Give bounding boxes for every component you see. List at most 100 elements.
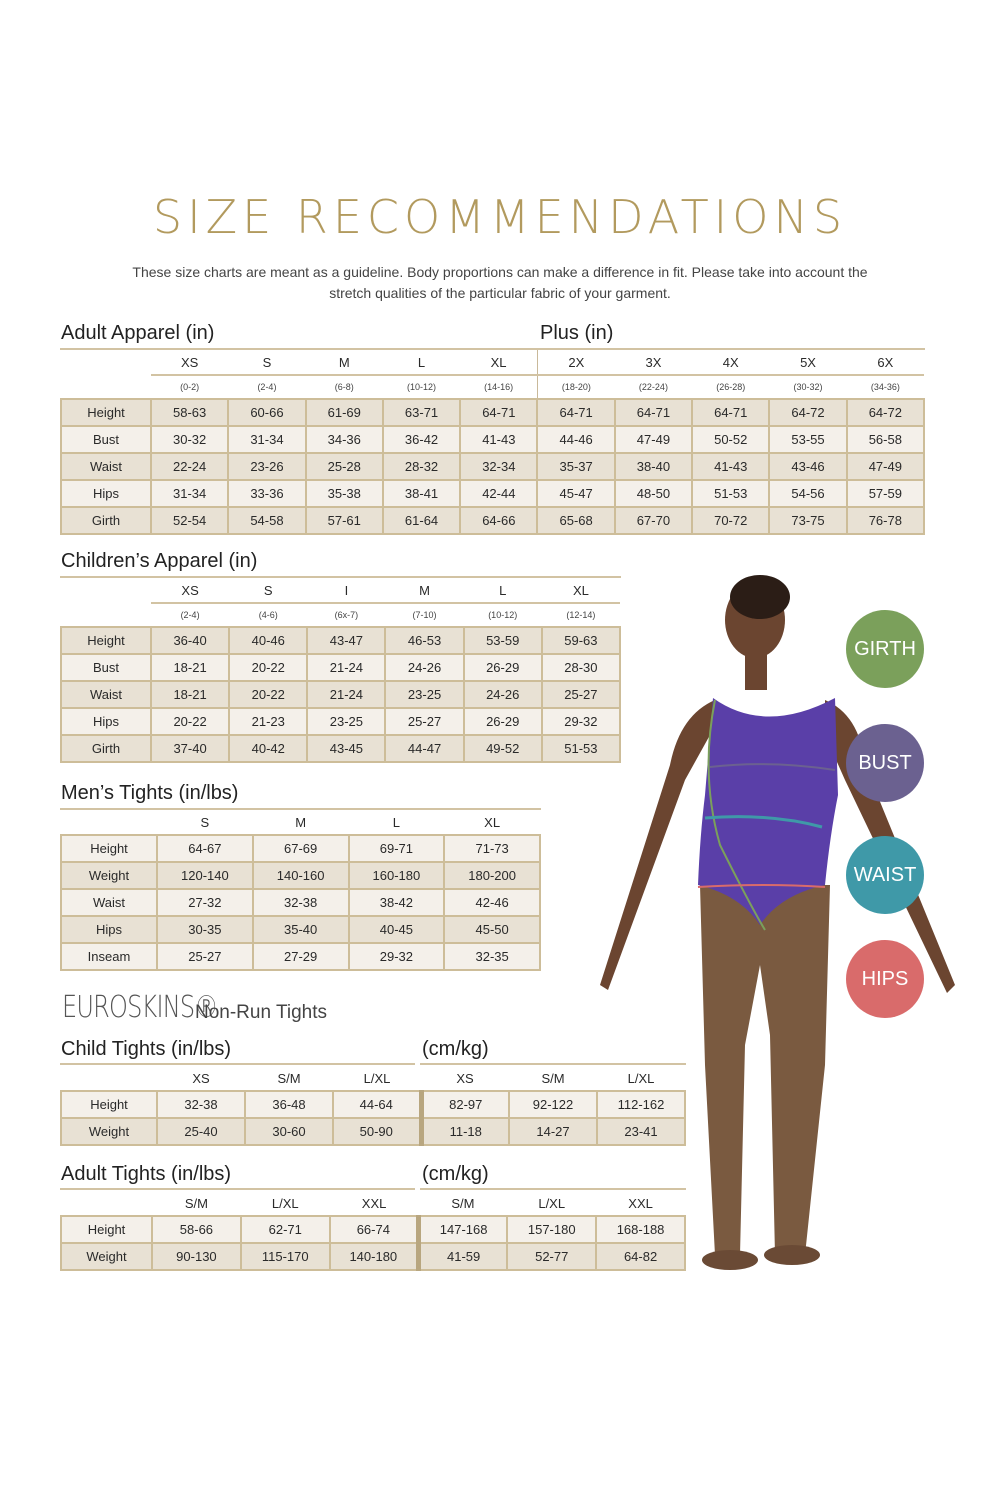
table-cell: 64-66 [459, 506, 539, 535]
column-header: XXL [628, 1195, 653, 1211]
size-range: (12-14) [541, 602, 620, 627]
table-cell: 33-36 [227, 479, 307, 508]
table-cell: 62-71 [239, 1215, 331, 1244]
column-header: S/M [541, 1070, 565, 1086]
table-row: Inseam 25-27 27-29 29-32 32-35 [60, 942, 541, 971]
plus-title: Plus (in) [540, 322, 614, 344]
table-cell: 63-71 [381, 398, 462, 427]
row-label: Inseam [60, 942, 158, 971]
table-cell: 23-26 [227, 452, 307, 481]
column-header: M [295, 814, 307, 830]
adult-size-table: XS S M L XL 2X 3X 4X 5X 6X (0-2) (2-4) (6-8) (10-12)(… [60, 350, 926, 535]
table-cell: 71-73 [443, 834, 541, 863]
divider [420, 1188, 686, 1190]
table-cell: 26-29 [462, 707, 543, 736]
subheader-blank [61, 603, 151, 627]
table-cell: 36-42 [381, 425, 462, 454]
table-row: Weight 90-130 115-170 140-180 41-59 52-77 64-8… [60, 1242, 686, 1271]
size-range: (10-12) [463, 602, 542, 627]
table-cell: 120-140 [156, 861, 254, 890]
table-cell: 20-22 [149, 707, 231, 736]
table-row: Hips 30-35 35-40 40-45 45-50 [60, 915, 541, 944]
page-title: SIZE RECOMMENDATIONS [152, 190, 848, 244]
table-cell: 92-122 [508, 1090, 598, 1119]
table-cell: 29-32 [347, 942, 446, 971]
table-cell: 44-64 [332, 1090, 422, 1119]
divider [60, 1188, 415, 1190]
column-header: 5X [800, 354, 816, 370]
table-cell: 64-71 [536, 398, 616, 427]
table-cell: 23-25 [384, 680, 465, 709]
table-cell: 44-47 [384, 734, 465, 763]
table-cell: 25-27 [156, 942, 254, 971]
adult-tights-title: Adult Tights (in/lbs) [61, 1163, 232, 1185]
table-cell: 64-71 [459, 398, 539, 427]
table-cell: 28-30 [540, 653, 622, 682]
table-cell: 60-66 [227, 398, 307, 427]
column-header: S/M [184, 1195, 208, 1211]
table-cell: 35-38 [304, 479, 384, 508]
size-range: (0-2) [151, 374, 229, 399]
table-cell: 50-90 [332, 1117, 422, 1146]
column-header: XL [572, 582, 589, 598]
table-cell: 30-32 [149, 425, 230, 454]
header-blank [61, 1191, 152, 1216]
table-cell: 21-24 [306, 653, 387, 682]
size-range: (2-4) [228, 374, 306, 399]
mens-tights-table: S M L XL Height 64-67 67-69 69-71 71-73 Weight 120… [60, 810, 541, 971]
table-cell: 14-27 [508, 1117, 598, 1146]
size-range: (10-12) [382, 374, 461, 399]
table-cell: 27-32 [156, 888, 254, 917]
table-row: Weight 25-40 30-60 50-90 11-18 14-27 23-41 [60, 1117, 686, 1146]
table-cell: 66-74 [328, 1215, 420, 1244]
size-range: (6x-7) [307, 602, 386, 627]
table-cell: 90-130 [151, 1242, 242, 1271]
size-range: (7-10) [385, 602, 464, 627]
table-cell: 53-59 [462, 626, 543, 655]
table-cell: 140-180 [328, 1242, 420, 1271]
table-cell: 64-82 [595, 1242, 686, 1271]
table-cell: 47-49 [613, 425, 694, 454]
divider [60, 576, 621, 578]
table-cell: 21-23 [228, 707, 309, 736]
table-cell: 30-60 [244, 1117, 334, 1146]
table-cell: 32-38 [251, 888, 350, 917]
table-cell: 160-180 [347, 861, 446, 890]
size-range: (4-6) [229, 602, 308, 627]
table-cell: 36-40 [149, 626, 231, 655]
column-header: L [392, 814, 400, 830]
header-blank [61, 810, 157, 835]
table-cell: 168-188 [595, 1215, 686, 1244]
table-cell: 112-162 [596, 1090, 686, 1119]
table-cell: 46-53 [384, 626, 465, 655]
row-label: Height [60, 1090, 158, 1119]
table-cell: 22-24 [149, 452, 230, 481]
column-header: S [263, 582, 273, 598]
row-label: Waist [60, 888, 158, 917]
table-cell: 64-72 [845, 398, 926, 427]
header-blank [61, 578, 151, 603]
table-row: Girth 37-40 40-42 43-45 44-47 49-52 51-53 [60, 734, 622, 763]
child-tights-table: XS S/M L/XL XS S/M L/XL Height 32-38 36-48 44-64 8… [60, 1066, 686, 1146]
row-label: Weight [60, 1242, 153, 1271]
table-cell: 31-34 [227, 425, 307, 454]
table-cell: 49-52 [462, 734, 543, 763]
table-row: Height 58-66 62-71 66-74 147-168 157-180 168-1… [60, 1215, 686, 1244]
table-cell: 51-53 [540, 734, 622, 763]
euroskins-logo: EUROSKINS® [62, 990, 218, 1025]
table-cell: 67-70 [613, 506, 694, 535]
table-cell: 70-72 [691, 506, 771, 535]
row-label: Weight [60, 861, 158, 890]
size-range: (6-8) [305, 374, 383, 399]
column-header: S/M [451, 1195, 475, 1211]
table-row: Height 32-38 36-48 44-64 82-97 92-122 112-162 [60, 1090, 686, 1119]
header-blank [61, 1066, 157, 1091]
table-cell: 58-63 [149, 398, 230, 427]
table-cell: 69-71 [347, 834, 446, 863]
row-label: Height [60, 1215, 153, 1244]
table-cell: 180-200 [443, 861, 541, 890]
table-cell: 76-78 [845, 506, 926, 535]
row-label: Weight [60, 1117, 158, 1146]
table-cell: 30-35 [156, 915, 254, 944]
